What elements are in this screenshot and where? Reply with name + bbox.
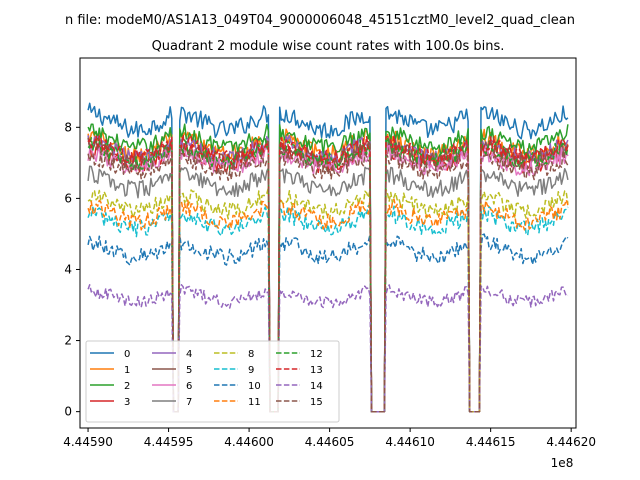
y-tick-label: 8 <box>64 120 72 134</box>
x-tick-label: 4.44620 <box>546 435 596 449</box>
legend-label-2: 2 <box>124 381 130 392</box>
legend-label-7: 7 <box>186 397 192 408</box>
legend-label-4: 4 <box>186 349 192 360</box>
series-line-7 <box>87 165 569 413</box>
legend-label-8: 8 <box>248 349 254 360</box>
series-layer <box>87 102 569 413</box>
y-tick-label: 2 <box>64 334 72 348</box>
series-line-13 <box>87 134 569 413</box>
x-tick-label: 4.44615 <box>466 435 516 449</box>
legend-label-12: 12 <box>310 349 323 360</box>
legend-box <box>85 340 340 423</box>
y-tick-label: 4 <box>64 262 72 276</box>
x-tick-label: 4.44590 <box>63 435 113 449</box>
y-tick-label: 6 <box>64 191 72 205</box>
x-axis-offset-label: 1e8 <box>551 456 574 470</box>
legend-label-3: 3 <box>124 397 130 408</box>
y-tick-label: 0 <box>64 405 72 419</box>
x-tick-label: 4.44595 <box>144 435 194 449</box>
x-tick-label: 4.44610 <box>385 435 435 449</box>
series-line-11 <box>87 197 569 413</box>
legend-label-0: 0 <box>124 349 130 360</box>
legend-label-1: 1 <box>124 365 130 376</box>
x-tick-label: 4.44605 <box>305 435 355 449</box>
series-line-15 <box>87 148 569 413</box>
y-axis: 0 2 4 6 8 <box>64 120 80 419</box>
series-line-8 <box>87 187 569 413</box>
chart-title: Quadrant 2 module wise count rates with … <box>152 39 505 54</box>
x-tick-label: 4.44600 <box>224 435 274 449</box>
legend-label-13: 13 <box>310 365 323 376</box>
legend-label-14: 14 <box>310 381 323 392</box>
legend-label-11: 11 <box>248 397 261 408</box>
legend-label-6: 6 <box>186 381 192 392</box>
series-line-2 <box>87 123 569 413</box>
legend-label-15: 15 <box>310 397 323 408</box>
figure-suptitle: n file: modeM0/AS1A13_049T04_9000006048_… <box>65 13 575 28</box>
series-line-10 <box>87 233 569 413</box>
series-line-0 <box>87 102 569 413</box>
legend-label-10: 10 <box>248 381 261 392</box>
legend-label-9: 9 <box>248 365 254 376</box>
legend-label-5: 5 <box>186 365 192 376</box>
series-line-14 <box>87 284 569 413</box>
plot-frame <box>79 57 577 429</box>
x-axis: 4.44590 4.44595 4.44600 4.44605 4.44610 4.446… <box>63 428 596 449</box>
